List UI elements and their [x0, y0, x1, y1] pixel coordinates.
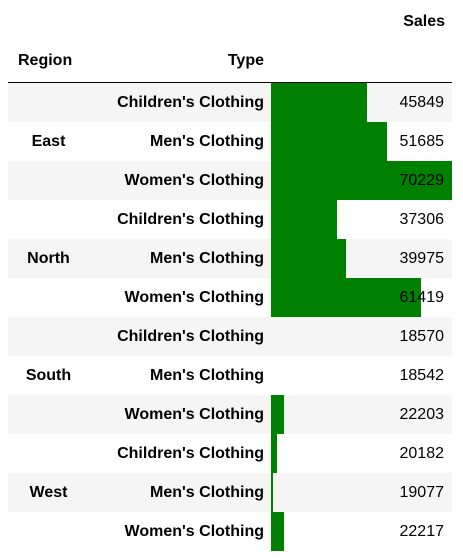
- type-cell: Men's Clothing: [149, 367, 264, 384]
- region-label: South: [25, 367, 72, 384]
- table-row: Women's Clothing 70229: [89, 161, 452, 200]
- type-cell: Children's Clothing: [117, 328, 264, 345]
- sales-value: 70229: [399, 172, 445, 189]
- type-cell: Children's Clothing: [117, 94, 264, 111]
- sales-value: 18542: [399, 367, 445, 384]
- sales-bar: [271, 200, 337, 239]
- table-row: Women's Clothing 61419: [89, 278, 452, 317]
- sales-value: 39975: [399, 250, 445, 267]
- table-row: Men's Clothing 39975: [89, 239, 452, 278]
- sales-bar: [271, 512, 284, 551]
- type-cell: Men's Clothing: [149, 250, 264, 267]
- type-cell: Women's Clothing: [124, 523, 265, 540]
- region-cell-background: [8, 200, 89, 239]
- region-column-header: Region: [18, 52, 73, 69]
- region-cell-background: [8, 83, 89, 122]
- region-cell-background: [8, 161, 89, 200]
- table-row: Men's Clothing 19077: [89, 473, 452, 512]
- sales-value: 61419: [399, 289, 445, 306]
- header-divider: [8, 82, 452, 83]
- region-cell-background: [8, 512, 89, 551]
- sales-bar: [271, 239, 346, 278]
- sales-column-header: Sales: [403, 13, 445, 30]
- type-cell: Children's Clothing: [117, 445, 264, 462]
- sales-value: 37306: [399, 211, 445, 228]
- sales-bar: [271, 473, 273, 512]
- region-cell-background: [8, 434, 89, 473]
- region-cell-background: [8, 473, 89, 512]
- table-row: Children's Clothing 45849: [89, 83, 452, 122]
- type-cell: Women's Clothing: [124, 172, 265, 189]
- table-row: Children's Clothing 20182: [89, 434, 452, 473]
- region-cell-background: [8, 395, 89, 434]
- sales-value: 19077: [399, 484, 445, 501]
- region-cell-background: [8, 278, 89, 317]
- type-cell: Women's Clothing: [124, 289, 265, 306]
- sales-value: 45849: [399, 94, 445, 111]
- region-cell-background: [8, 317, 89, 356]
- table-row: Women's Clothing 22217: [89, 512, 452, 551]
- region-label: North: [27, 250, 70, 267]
- table-row: Men's Clothing 51685: [89, 122, 452, 161]
- table-row: Children's Clothing 37306: [89, 200, 452, 239]
- type-cell: Women's Clothing: [124, 406, 265, 423]
- sales-bar: [271, 161, 452, 200]
- sales-bar: [271, 278, 421, 317]
- region-cell-background: [8, 239, 89, 278]
- table-row: Women's Clothing 22203: [89, 395, 452, 434]
- type-cell: Men's Clothing: [149, 484, 264, 501]
- region-label: West: [29, 484, 68, 501]
- sales-value: 22203: [399, 406, 445, 423]
- sales-value: 51685: [399, 133, 445, 150]
- sales-bar: [271, 122, 387, 161]
- sales-bar: [271, 434, 277, 473]
- table-row: Children's Clothing 18570: [89, 317, 452, 356]
- type-cell: Children's Clothing: [117, 211, 264, 228]
- sales-value: 22217: [399, 523, 445, 540]
- region-label: East: [31, 133, 66, 150]
- sales-value: 18570: [399, 328, 445, 345]
- sales-value: 20182: [399, 445, 445, 462]
- type-column-header: Type: [227, 52, 264, 69]
- table-row: Men's Clothing 18542: [89, 356, 452, 395]
- sales-bar: [271, 395, 284, 434]
- sales-bar: [271, 83, 367, 122]
- type-cell: Men's Clothing: [149, 133, 264, 150]
